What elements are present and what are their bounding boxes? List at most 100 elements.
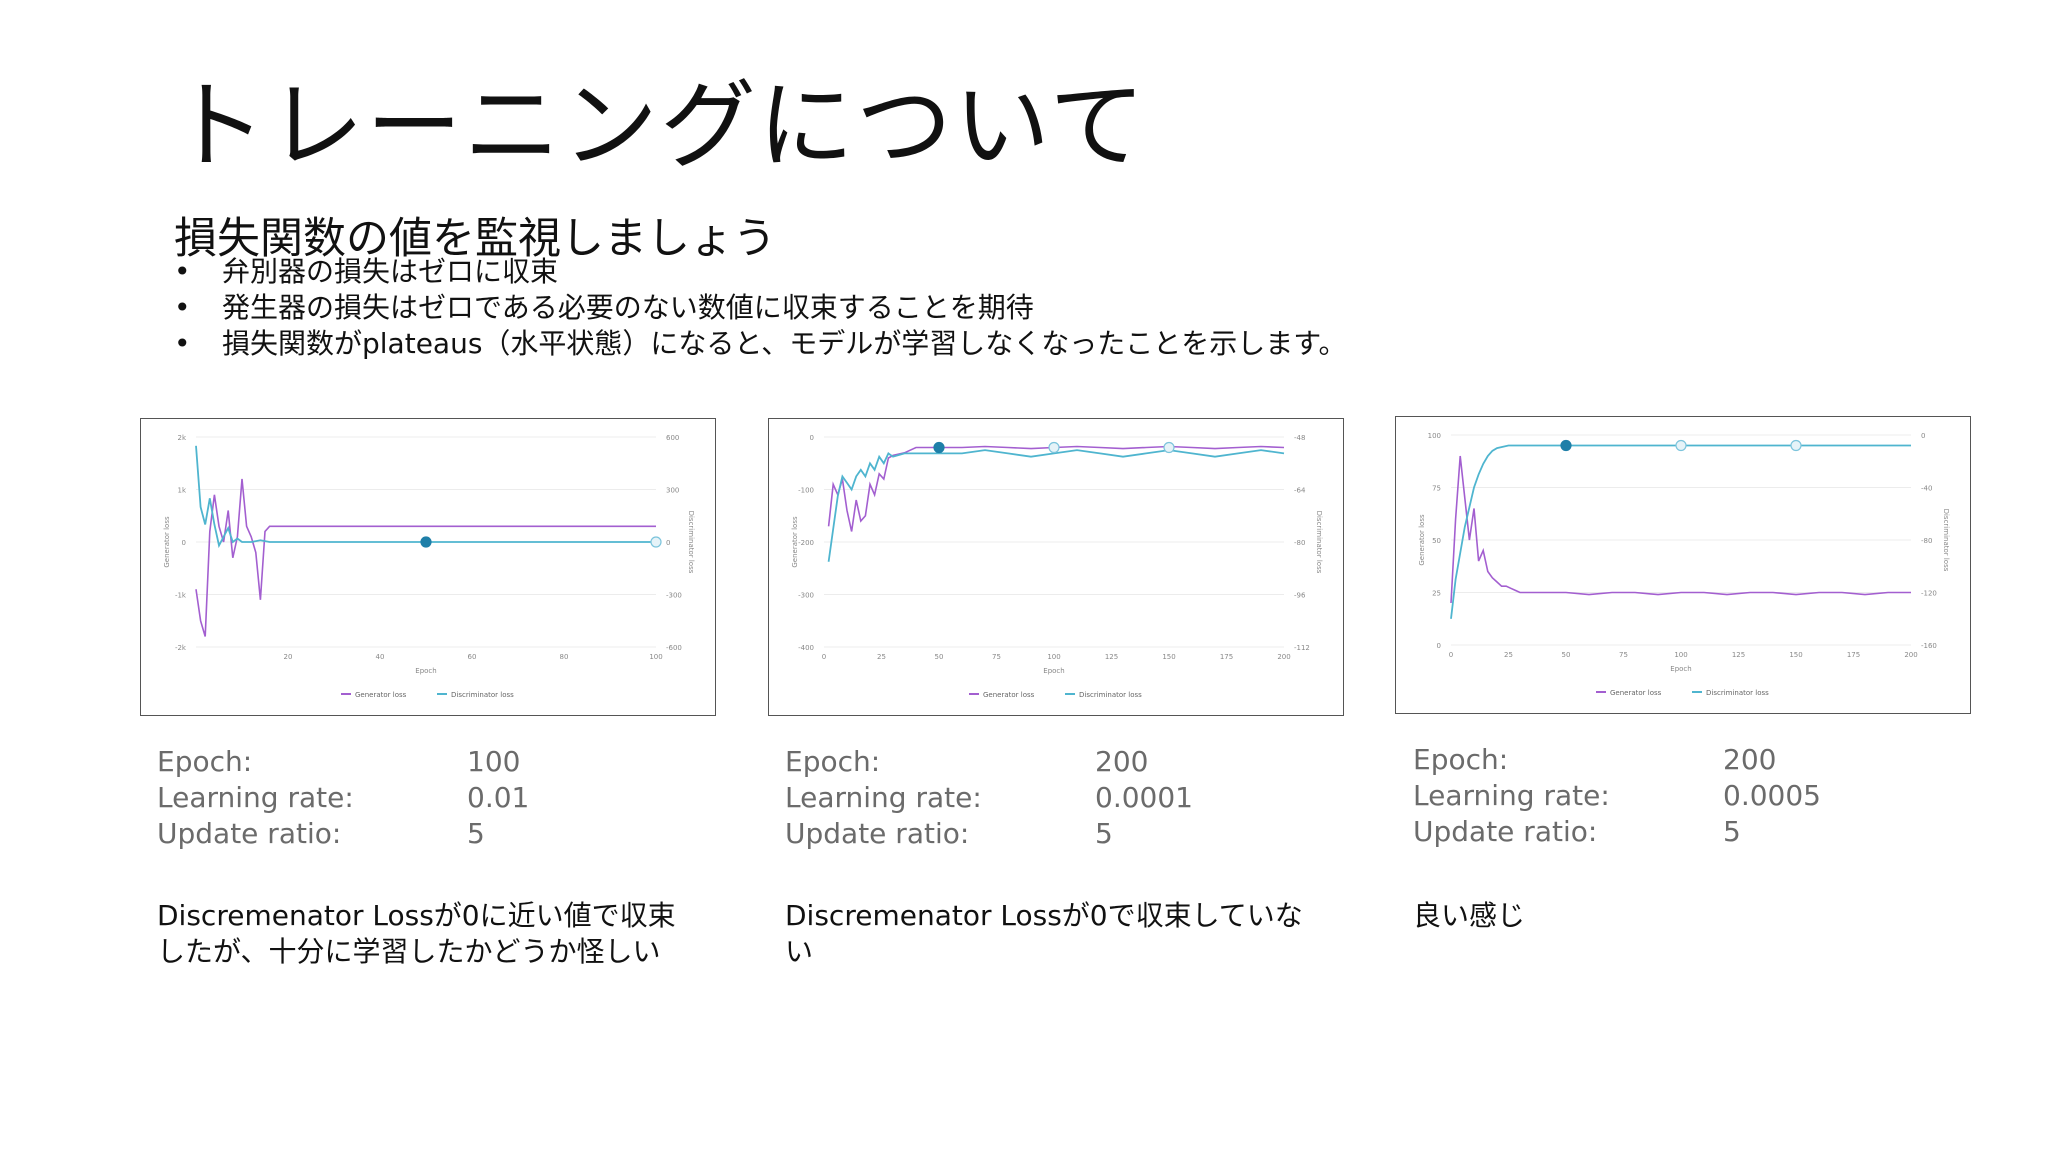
- legend-label-discriminator: Discriminator loss: [1706, 689, 1769, 697]
- note-3: 良い感じ: [1413, 898, 1973, 934]
- y-tick-label: -400: [798, 644, 814, 652]
- params-block-2: Epoch: 200 Learning rate: 0.0001 Update ra…: [785, 744, 1205, 852]
- epoch-marker: [933, 441, 945, 454]
- y2-tick-label: -64: [1294, 487, 1306, 495]
- x-tick-label: 200: [1904, 651, 1917, 659]
- y2-tick-label: -80: [1921, 537, 1932, 545]
- bullet-marker: •: [174, 291, 191, 324]
- y-tick-label: 0: [1437, 642, 1441, 650]
- x-tick-label: 0: [822, 653, 826, 661]
- epoch-marker: [650, 536, 662, 548]
- y-tick-label: 0: [810, 434, 814, 442]
- x-tick-label: 20: [284, 653, 293, 661]
- param-label: Update ratio:: [157, 817, 342, 850]
- legend-label-generator: Generator loss: [983, 691, 1035, 699]
- param-value: 0.01: [467, 781, 530, 814]
- y-tick-label: 100: [1428, 432, 1441, 440]
- param-label: Update ratio:: [1413, 815, 1598, 848]
- y-tick-label: 1k: [177, 487, 186, 495]
- x-tick-label: 80: [560, 653, 569, 661]
- param-learning-rate: Learning rate: 0.0001: [785, 780, 1205, 816]
- legend-label-generator: Generator loss: [1610, 689, 1662, 697]
- param-label: Learning rate:: [785, 781, 982, 814]
- param-epoch: Epoch: 100: [157, 744, 577, 780]
- param-learning-rate: Learning rate: 0.01: [157, 780, 577, 816]
- param-label: Epoch:: [157, 745, 253, 778]
- x-tick-label: 40: [376, 653, 385, 661]
- bullet-item: • 弁別器の損失はゼロに収束: [174, 254, 1347, 290]
- x-tick-label: 150: [1789, 651, 1802, 659]
- x-tick-label: 125: [1105, 653, 1118, 661]
- epoch-marker: [1560, 439, 1572, 452]
- param-value: 200: [1095, 745, 1149, 778]
- legend-label-discriminator: Discriminator loss: [1079, 691, 1142, 699]
- y2-tick-label: -112: [1294, 644, 1310, 652]
- x-tick-label: 25: [1504, 651, 1513, 659]
- epoch-marker: [1048, 441, 1060, 454]
- y2-tick-label: -120: [1921, 590, 1937, 598]
- y-tick-label: 75: [1432, 485, 1441, 493]
- param-learning-rate: Learning rate: 0.0005: [1413, 778, 1833, 814]
- epoch-marker: [1790, 439, 1802, 452]
- x-axis-label: Epoch: [1670, 665, 1691, 673]
- note-line: い: [785, 935, 814, 968]
- x-tick-label: 200: [1277, 653, 1290, 661]
- x-tick-label: 25: [877, 653, 886, 661]
- x-tick-label: 75: [992, 653, 1001, 661]
- y2-axis-label: Discriminator loss: [687, 511, 695, 574]
- bullet-item: • 発生器の損失はゼロである必要のない数値に収束することを期待: [174, 290, 1347, 326]
- param-label: Epoch:: [785, 745, 881, 778]
- x-tick-label: 125: [1732, 651, 1745, 659]
- y-tick-label: 2k: [177, 434, 186, 442]
- x-tick-label: 150: [1162, 653, 1175, 661]
- x-axis-label: Epoch: [1043, 667, 1064, 675]
- y2-tick-label: -160: [1921, 642, 1937, 650]
- slide-title: トレーニングについて: [170, 70, 1148, 182]
- param-epoch: Epoch: 200: [785, 744, 1205, 780]
- y-tick-label: -200: [798, 539, 814, 547]
- x-tick-label: 100: [1674, 651, 1687, 659]
- y-tick-label: 25: [1432, 590, 1441, 598]
- x-tick-label: 50: [935, 653, 944, 661]
- bullet-text: 発生器の損失はゼロである必要のない数値に収束することを期待: [222, 291, 1034, 324]
- param-label: Learning rate:: [157, 781, 354, 814]
- generator-loss-line: [195, 478, 656, 637]
- epoch-marker: [420, 536, 432, 548]
- param-label: Epoch:: [1413, 743, 1509, 776]
- param-value: 5: [467, 817, 485, 850]
- y-tick-label: -300: [798, 592, 814, 600]
- y2-tick-label: 600: [666, 434, 679, 442]
- note-line: 良い感じ: [1413, 899, 1526, 932]
- x-tick-label: 175: [1847, 651, 1860, 659]
- x-tick-label: 100: [1047, 653, 1060, 661]
- param-value: 0.0001: [1095, 781, 1193, 814]
- slide-subtitle: 損失関数の値を監視しましょう: [174, 214, 776, 264]
- generator-loss-line: [827, 445, 1285, 532]
- param-update-ratio: Update ratio: 5: [785, 816, 1205, 852]
- x-tick-label: 75: [1619, 651, 1628, 659]
- chart-panel-2: 0 -48 -100 -64 -200 -80 -300 -96 -400 -112 0 25 50 75…: [768, 418, 1344, 716]
- params-block-1: Epoch: 100 Learning rate: 0.01 Update rati…: [157, 744, 577, 852]
- y-axis-label: Generator loss: [163, 516, 171, 568]
- y2-tick-label: 0: [1921, 432, 1925, 440]
- y-axis-label: Generator loss: [1418, 514, 1426, 566]
- note-line: Discremenator Lossが0で収束していな: [785, 899, 1303, 932]
- x-tick-label: 100: [649, 653, 662, 661]
- y2-tick-label: -600: [666, 644, 682, 652]
- loss-chart-2: 0 -48 -100 -64 -200 -80 -300 -96 -400 -112 0 25 50 75…: [791, 434, 1323, 699]
- generator-loss-line: [1450, 455, 1911, 604]
- legend-label-discriminator: Discriminator loss: [451, 691, 514, 699]
- x-tick-label: 175: [1220, 653, 1233, 661]
- loss-chart-1: 2k 600 1k 300 0 0 -1k -300 -2k -600 20 40 60 80 100 Epo…: [163, 434, 695, 699]
- bullet-marker: •: [174, 327, 191, 360]
- y2-tick-label: 0: [666, 539, 670, 547]
- note-line: Discremenator Lossが0に近い値で収束: [157, 899, 676, 932]
- y-tick-label: 0: [182, 539, 186, 547]
- bullet-item: • 損失関数がplateaus（水平状態）になると、モデルが学習しなくなったことを…: [174, 326, 1347, 362]
- y2-tick-label: -48: [1294, 434, 1305, 442]
- param-epoch: Epoch: 200: [1413, 742, 1833, 778]
- loss-chart-3: 100 0 75 -40 50 -80 25 -120 0 -160 0 25 50 75 100 125 15…: [1418, 432, 1950, 697]
- params-block-3: Epoch: 200 Learning rate: 0.0005 Update ra…: [1413, 742, 1833, 850]
- param-value: 5: [1723, 815, 1741, 848]
- y2-tick-label: -80: [1294, 539, 1305, 547]
